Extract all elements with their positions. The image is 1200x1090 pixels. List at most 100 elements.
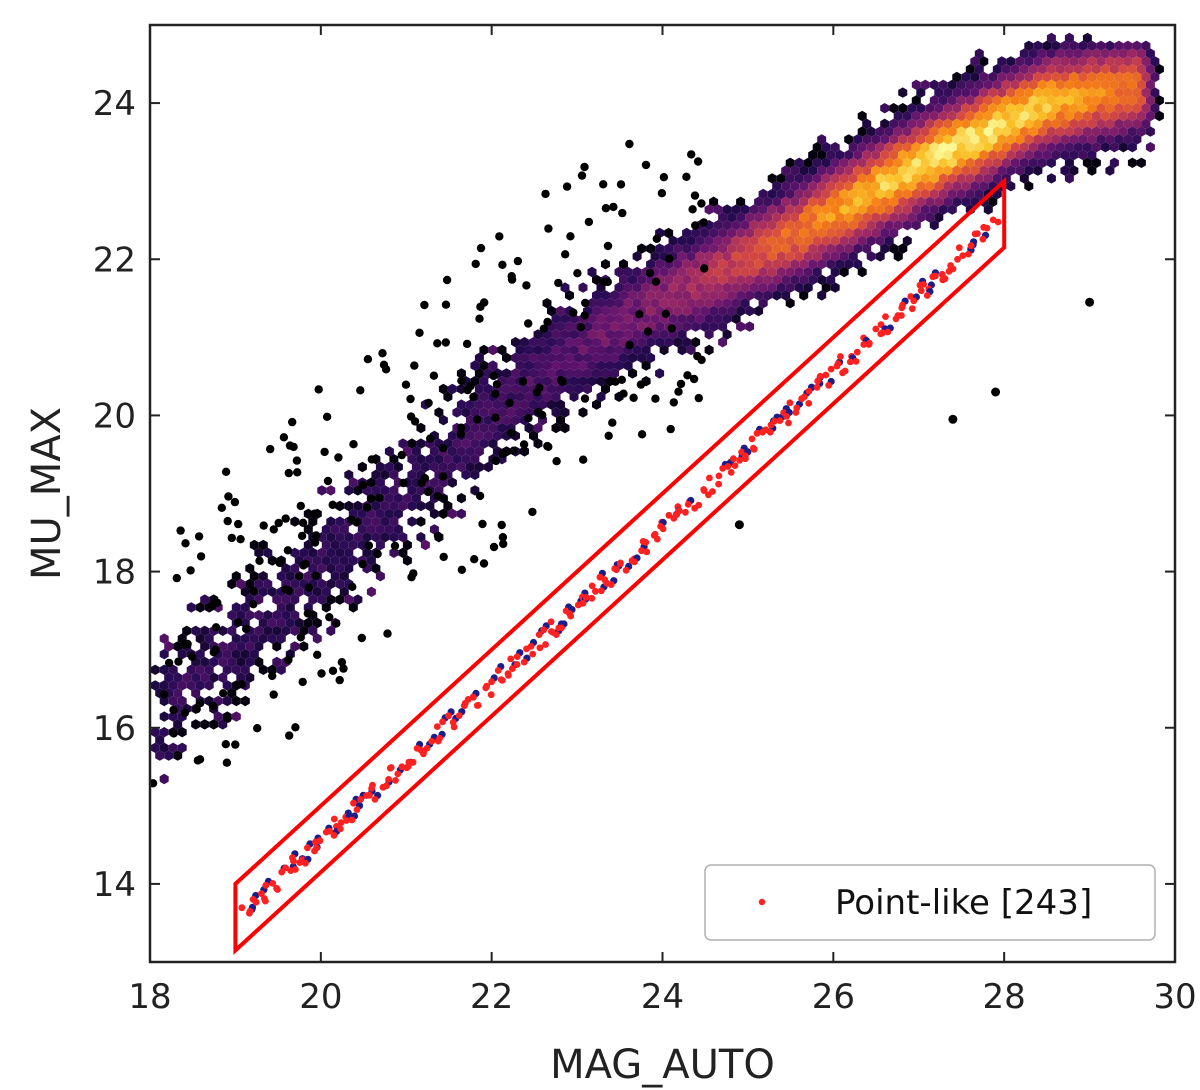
density-hexbin <box>736 290 746 301</box>
density-hexbin <box>848 173 858 184</box>
density-hexbin <box>276 664 286 675</box>
scatter-point <box>249 586 258 596</box>
density-hexbin <box>1114 71 1124 83</box>
scatter-point <box>608 418 617 427</box>
density-hexbin <box>794 188 804 200</box>
density-hexbin <box>758 204 768 215</box>
density-hexbin <box>1033 165 1043 176</box>
density-hexbin <box>168 711 178 722</box>
point-like-point <box>715 480 722 488</box>
density-hexbin <box>290 594 300 605</box>
density-hexbin <box>983 157 993 168</box>
density-hexbin <box>785 220 795 231</box>
density-hexbin <box>803 220 813 231</box>
density-hexbin <box>456 508 466 519</box>
point-like-point <box>423 744 431 752</box>
density-hexbin <box>542 298 552 309</box>
density-hexbin <box>938 142 948 153</box>
density-hexbin <box>844 149 854 161</box>
density-hexbin <box>767 204 777 215</box>
density-hexbin <box>538 368 547 379</box>
density-hexbin <box>492 430 502 441</box>
density-hexbin <box>1037 48 1047 59</box>
density-hexbin <box>727 243 737 254</box>
scatter-point <box>348 582 357 591</box>
density-hexbin <box>569 329 579 340</box>
scatter-point <box>561 250 570 259</box>
density-hexbin <box>231 633 241 644</box>
density-hexbin <box>965 64 975 75</box>
density-hexbin <box>668 235 678 246</box>
scatter-point <box>700 264 709 273</box>
density-hexbin <box>429 508 439 519</box>
density-hexbin <box>538 352 547 363</box>
scatter-point <box>172 573 181 583</box>
density-hexbin <box>1042 103 1052 114</box>
density-hexbin <box>375 461 385 473</box>
density-hexbin <box>312 555 322 566</box>
scatter-point <box>249 600 258 609</box>
density-hexbin <box>578 282 588 293</box>
density-hexbins <box>148 32 1164 788</box>
density-hexbin <box>159 664 169 675</box>
density-hexbin <box>943 103 953 114</box>
scatter-point <box>296 501 305 511</box>
scatter-point <box>669 398 678 407</box>
density-hexbin <box>709 196 719 207</box>
density-hexbin <box>357 539 367 551</box>
scatter-point <box>401 380 411 389</box>
density-hexbin <box>1154 110 1164 122</box>
density-hexbin <box>479 407 489 418</box>
point-like-point <box>979 235 987 243</box>
density-hexbin <box>357 524 367 535</box>
scatter-point <box>314 385 323 394</box>
density-hexbin <box>416 500 426 512</box>
point-like-point <box>805 400 813 407</box>
point-like-point <box>269 880 277 887</box>
density-hexbin <box>524 376 534 387</box>
density-hexbin <box>718 243 728 254</box>
density-hexbin <box>375 571 385 582</box>
density-hexbin <box>1060 149 1070 161</box>
density-hexbin <box>1127 48 1137 59</box>
density-hexbin <box>956 110 966 122</box>
density-hexbin <box>353 594 363 605</box>
scatter-point <box>576 323 586 332</box>
density-hexbin <box>465 461 475 473</box>
density-hexbin <box>173 719 183 730</box>
density-hexbin <box>902 157 912 168</box>
point-like-point <box>715 472 723 480</box>
density-hexbin <box>474 352 484 363</box>
point-like-point <box>753 429 761 437</box>
point-like-point <box>700 487 708 494</box>
density-hexbin <box>1091 110 1101 122</box>
density-hexbin <box>974 157 984 168</box>
scatter-point <box>456 429 465 439</box>
density-hexbin <box>416 532 426 543</box>
density-hexbin <box>952 134 962 145</box>
density-hexbin <box>835 243 845 254</box>
density-hexbin <box>556 337 565 348</box>
density-hexbin <box>695 298 705 309</box>
density-hexbin <box>312 586 322 597</box>
density-hexbin <box>826 243 836 254</box>
density-hexbin <box>907 165 917 176</box>
point-like-point <box>974 230 981 238</box>
density-hexbin <box>749 220 759 231</box>
density-hexbin <box>308 547 318 558</box>
scatter-point <box>470 555 479 564</box>
scatter-point <box>193 756 203 765</box>
density-hexbin <box>474 461 484 473</box>
density-hexbin <box>979 56 989 67</box>
point-like-point <box>899 301 906 309</box>
x-tick-label: 22 <box>470 977 513 1017</box>
density-hexbin <box>321 539 331 551</box>
density-hexbin <box>1082 95 1092 106</box>
density-hexbin <box>605 298 615 309</box>
density-hexbin <box>988 149 998 161</box>
density-hexbin <box>1006 56 1016 67</box>
density-hexbin <box>812 142 822 153</box>
density-hexbin <box>290 563 300 574</box>
density-hexbin <box>754 227 764 239</box>
density-hexbin <box>1015 118 1025 129</box>
